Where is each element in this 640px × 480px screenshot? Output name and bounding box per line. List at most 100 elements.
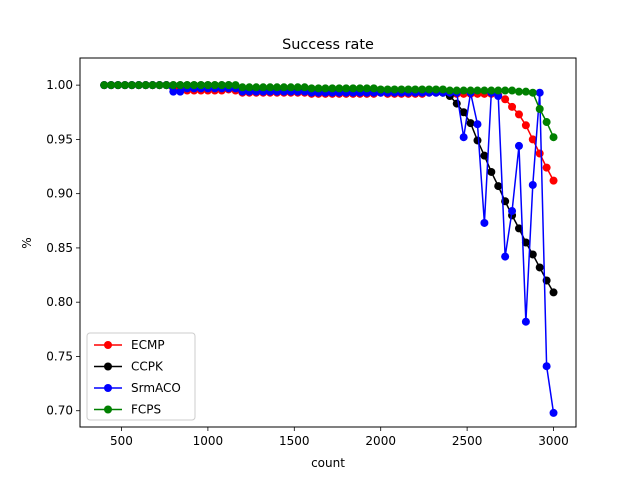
data-point-fcps <box>390 85 399 94</box>
data-point-fcps <box>480 86 489 95</box>
data-point-fcps <box>362 84 371 93</box>
data-point-fcps <box>196 81 205 90</box>
data-point-fcps <box>266 83 275 92</box>
data-point-fcps <box>335 84 344 93</box>
data-point-fcps <box>203 81 212 90</box>
data-point-fcps <box>514 87 523 96</box>
data-point-fcps <box>321 84 330 93</box>
data-point-ccpk <box>514 224 523 233</box>
data-point-fcps <box>293 83 302 92</box>
x-tick-label: 1000 <box>193 434 224 448</box>
data-point-ccpk <box>528 250 537 259</box>
data-point-ecmp <box>535 149 544 158</box>
series-fcps <box>100 81 558 142</box>
legend-box <box>86 332 196 421</box>
data-point-fcps <box>238 83 247 92</box>
data-point-fcps <box>411 85 420 94</box>
x-axis: 500 1000 1500 2000 2500 3000 <box>110 427 569 448</box>
data-point-fcps <box>148 81 157 90</box>
y-axis: 0.70 0.75 0.80 0.85 0.90 0.95 1.00 <box>46 78 80 418</box>
data-point-fcps <box>342 84 351 93</box>
x-tick-label: 3000 <box>538 434 569 448</box>
data-point-fcps <box>252 83 261 92</box>
data-point-fcps <box>155 81 164 90</box>
x-tick-label: 500 <box>110 434 133 448</box>
data-point-fcps <box>452 86 461 95</box>
data-point-fcps <box>521 87 530 96</box>
data-point-fcps <box>224 81 233 90</box>
data-point-fcps <box>508 86 517 95</box>
data-point-fcps <box>349 84 358 93</box>
data-point-fcps <box>459 86 468 95</box>
data-point-fcps <box>376 85 385 94</box>
data-point-ccpk <box>459 108 468 117</box>
data-point-ccpk <box>535 263 544 272</box>
data-point-fcps <box>314 84 323 93</box>
data-point-fcps <box>535 105 544 114</box>
data-point-srmaco <box>528 180 537 189</box>
legend-marker-ecmp <box>104 341 112 349</box>
data-point-ccpk <box>473 136 482 145</box>
series-layer <box>100 81 558 417</box>
data-point-ccpk <box>466 119 475 128</box>
data-point-fcps <box>176 81 185 90</box>
data-point-fcps <box>328 84 337 93</box>
x-axis-label: count <box>311 456 345 470</box>
y-tick-label: 0.90 <box>46 187 73 201</box>
y-tick-label: 0.70 <box>46 404 73 418</box>
data-point-ccpk <box>521 238 530 247</box>
data-point-fcps <box>501 86 510 95</box>
legend-marker-ccpk <box>104 362 112 371</box>
plot-area <box>100 81 558 417</box>
data-point-ccpk <box>480 151 489 160</box>
data-point-srmaco <box>501 252 510 261</box>
data-point-ecmp <box>508 102 517 111</box>
y-tick-label: 1.00 <box>46 78 73 92</box>
legend-marker-fcps <box>104 405 112 414</box>
data-point-fcps <box>425 85 434 94</box>
chart-title: Success rate <box>282 37 374 53</box>
data-point-fcps <box>107 81 116 90</box>
data-point-fcps <box>473 86 482 95</box>
data-point-ccpk <box>549 288 558 297</box>
data-point-fcps <box>169 81 178 90</box>
data-point-fcps <box>120 81 129 90</box>
legend-marker-srmaco <box>104 384 112 392</box>
data-point-fcps <box>397 85 406 94</box>
data-point-srmaco <box>176 87 185 96</box>
data-point-fcps <box>273 83 282 92</box>
data-point-srmaco <box>459 133 468 142</box>
data-point-srmaco <box>169 87 178 96</box>
data-point-fcps <box>466 86 475 95</box>
data-point-srmaco <box>542 362 551 371</box>
legend-label-fcps: FCPS <box>131 403 161 417</box>
legend: ECMP CCPK SrmACO FCPS <box>86 332 196 421</box>
y-axis-label: % <box>20 237 34 248</box>
data-point-fcps <box>134 81 143 90</box>
y-tick-label: 0.75 <box>46 349 73 363</box>
data-point-srmaco <box>549 408 558 417</box>
data-point-fcps <box>542 118 551 127</box>
data-point-ecmp <box>542 163 551 172</box>
data-point-fcps <box>100 81 109 90</box>
data-point-fcps <box>231 81 240 90</box>
data-point-srmaco <box>514 141 523 150</box>
data-point-ccpk <box>494 182 503 191</box>
data-point-fcps <box>286 83 295 92</box>
y-tick-label: 0.85 <box>46 241 73 255</box>
data-point-fcps <box>127 81 136 90</box>
plot-frame <box>79 57 577 428</box>
x-tick-label: 2000 <box>365 434 396 448</box>
data-point-fcps <box>300 83 309 92</box>
legend-label-srmaco: SrmACO <box>131 381 181 395</box>
data-point-ecmp <box>521 121 530 130</box>
data-point-fcps <box>369 84 378 93</box>
data-point-srmaco <box>521 317 530 326</box>
data-point-ecmp <box>514 110 523 119</box>
legend-label-ccpk: CCPK <box>131 360 164 374</box>
data-point-fcps <box>245 83 254 92</box>
data-point-fcps <box>549 133 558 142</box>
data-point-fcps <box>279 83 288 92</box>
data-point-fcps <box>432 85 441 94</box>
